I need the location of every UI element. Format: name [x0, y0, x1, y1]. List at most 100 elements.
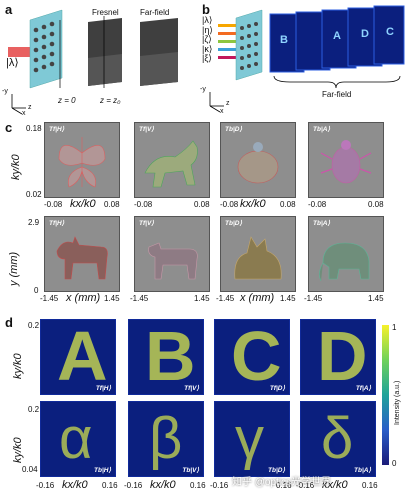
tile-label: Tb|D⟩: [268, 467, 285, 474]
d-glyph: D: [317, 317, 368, 395]
d-glyph: α: [59, 406, 93, 471]
tile-label: Tf|V⟩: [139, 126, 154, 133]
screen-letter-a: A: [333, 30, 341, 42]
state-zeta: |ζ⟩: [202, 34, 212, 44]
c-tile-elephant: Tb|A⟩: [308, 216, 384, 292]
z-z0-label: z = z₀: [100, 96, 121, 105]
axis-y-label: -y: [2, 88, 8, 95]
panel-a-schematic: [8, 9, 178, 115]
c-row1-ylabel: ky/k0: [10, 154, 22, 180]
c-row1-xtick-left-1: -0.08: [44, 200, 63, 209]
d-row2-ytick-bottom: 0.04: [22, 465, 38, 474]
tile-label: Tb|D⟩: [225, 126, 242, 133]
d-tile-C: C Tf|D⟩: [214, 317, 290, 395]
c-row1-xtick-right-1: 0.08: [104, 200, 120, 209]
colorbar: [382, 325, 389, 465]
state-eta: |η⟩: [202, 24, 213, 35]
c-row2-ylabel: y (mm): [8, 251, 20, 286]
c-tile-beetle: Tb|A⟩: [308, 122, 384, 198]
tile-label: Tf|V⟩: [184, 385, 199, 392]
axis-z-label: z: [226, 100, 230, 107]
d-xtick-right-2: 0.16: [190, 481, 206, 490]
d-row1-ytick-top: 0.2: [28, 321, 40, 330]
d-xtick-right-4: 0.16: [362, 481, 378, 490]
panel-d-letter: d: [5, 315, 13, 330]
panel-a: a |λ⟩ Fresnel Far-field z = 0 z = z₀ -y …: [0, 0, 200, 118]
c-row1-xtick-right-4: 0.08: [368, 200, 384, 209]
d-tile-D: D Tf|A⟩: [300, 317, 376, 395]
screen-letter-c: C: [386, 26, 394, 38]
c-tile-sheep: Tf|V⟩: [134, 216, 210, 292]
tile-label: Tf|V⟩: [139, 220, 154, 227]
c-row1-xtick-right-3: 0.08: [280, 200, 296, 209]
state-lambda: |λ⟩: [202, 15, 213, 25]
far-field-label: Far-field: [140, 8, 170, 17]
d-xtick-left-1: -0.16: [36, 481, 55, 490]
state-kappa: |κ⟩: [202, 43, 213, 54]
c-row2-ytick-top: 2.9: [28, 218, 40, 227]
fresnel-label: Fresnel: [92, 8, 119, 17]
d-row2-ytick-top: 0.2: [28, 405, 40, 414]
d-xlabel-3: kx/k0: [322, 479, 348, 491]
tile-label: Tb|A⟩: [313, 126, 330, 133]
d-glyph: δ: [321, 406, 354, 471]
c-tile-butterfly: Tf|H⟩: [44, 122, 120, 198]
tile-label: Tf|H⟩: [95, 385, 111, 392]
d-xtick-right-3: 0.16: [276, 481, 292, 490]
tile-label: Tf|A⟩: [355, 385, 371, 392]
c-row1-xlabel-2: kx/k0: [240, 198, 266, 210]
tile-label: Tb|H⟩: [94, 467, 111, 474]
c-row2-xtick-right-1: 1.45: [104, 294, 120, 303]
c-row1-ytick-bottom: 0.02: [26, 190, 42, 199]
d-xtick-left-2: -0.16: [124, 481, 143, 490]
far-field-caption: Far-field: [322, 90, 352, 99]
c-row2-xtick-left-3: -1.45: [216, 294, 235, 303]
d-tile-A: A Tf|H⟩: [40, 318, 116, 395]
colorbar-min: 0: [392, 459, 397, 468]
colorbar-label: Intensity (a.u.): [394, 380, 401, 425]
d-xlabel-2: kx/k0: [150, 479, 176, 491]
d-tile-delta: δ Tb|A⟩: [300, 401, 376, 477]
c-tile-turtle: Tb|D⟩: [220, 122, 296, 198]
c-row1-ytick-top: 0.18: [26, 124, 42, 133]
panel-d: d ky/k0 0.2 A Tf|H⟩ B Tf|V⟩ C Tf|D⟩ D Tf…: [0, 313, 407, 500]
d-glyph: C: [231, 317, 282, 395]
d-xlabel-1: kx/k0: [62, 479, 88, 491]
d-tile-B: B Tf|V⟩: [128, 318, 204, 395]
d-row1-ylabel: ky/k0: [12, 353, 24, 379]
c-row2-xtick-right-4: 1.45: [368, 294, 384, 303]
watermark: 知乎 @optics光学世界: [232, 477, 332, 488]
input-beam: [8, 47, 48, 57]
c-row2-ytick-bottom: 0: [34, 286, 39, 295]
axis-x-label: x: [22, 110, 26, 117]
d-glyph: γ: [235, 406, 264, 471]
panel-c: c ky/k0 0.18 0.02 Tf|H⟩ Tf|V⟩ Tb|D⟩ Tb|A…: [0, 118, 407, 313]
d-tile-gamma: γ Tb|D⟩: [214, 401, 290, 477]
d-xtick-right-1: 0.16: [102, 481, 118, 490]
c-row2-xtick-left-2: -1.45: [130, 294, 149, 303]
screen-letter-b: B: [280, 34, 288, 46]
tile-label: Tf|H⟩: [49, 126, 65, 133]
d-glyph: β: [149, 406, 183, 471]
tile-label: Tb|D⟩: [225, 220, 242, 227]
c-tile-cat: Tf|V⟩: [134, 122, 210, 198]
c-row1-xtick-left-4: -0.08: [308, 200, 327, 209]
axis-z-label: z: [28, 104, 32, 111]
c-row2-xtick-left-1: -1.45: [40, 294, 59, 303]
tile-label: Tf|D⟩: [269, 385, 285, 392]
c-row1-xtick-left-2: -0.08: [134, 200, 153, 209]
c-row2-xtick-left-4: -1.45: [304, 294, 323, 303]
d-row2-ylabel: ky/k0: [12, 437, 24, 463]
panel-b-schematic: [209, 5, 405, 113]
d-xtick-left-4: -0.16: [296, 481, 315, 490]
d-tile-beta: β Tb|V⟩: [128, 401, 204, 477]
tile-label: Tb|V⟩: [182, 467, 199, 474]
axis-y-label: -y: [200, 86, 206, 93]
c-row1-xtick-left-3: -0.08: [220, 200, 239, 209]
c-row2-xlabel-2: x (mm): [240, 292, 275, 304]
screen-letter-d: D: [361, 28, 369, 40]
state-xi: |ξ⟩: [202, 53, 212, 63]
z-zero-label: z = 0: [58, 96, 76, 105]
c-row1-xlabel-1: kx/k0: [70, 198, 96, 210]
tile-label: Tb|A⟩: [354, 467, 371, 474]
